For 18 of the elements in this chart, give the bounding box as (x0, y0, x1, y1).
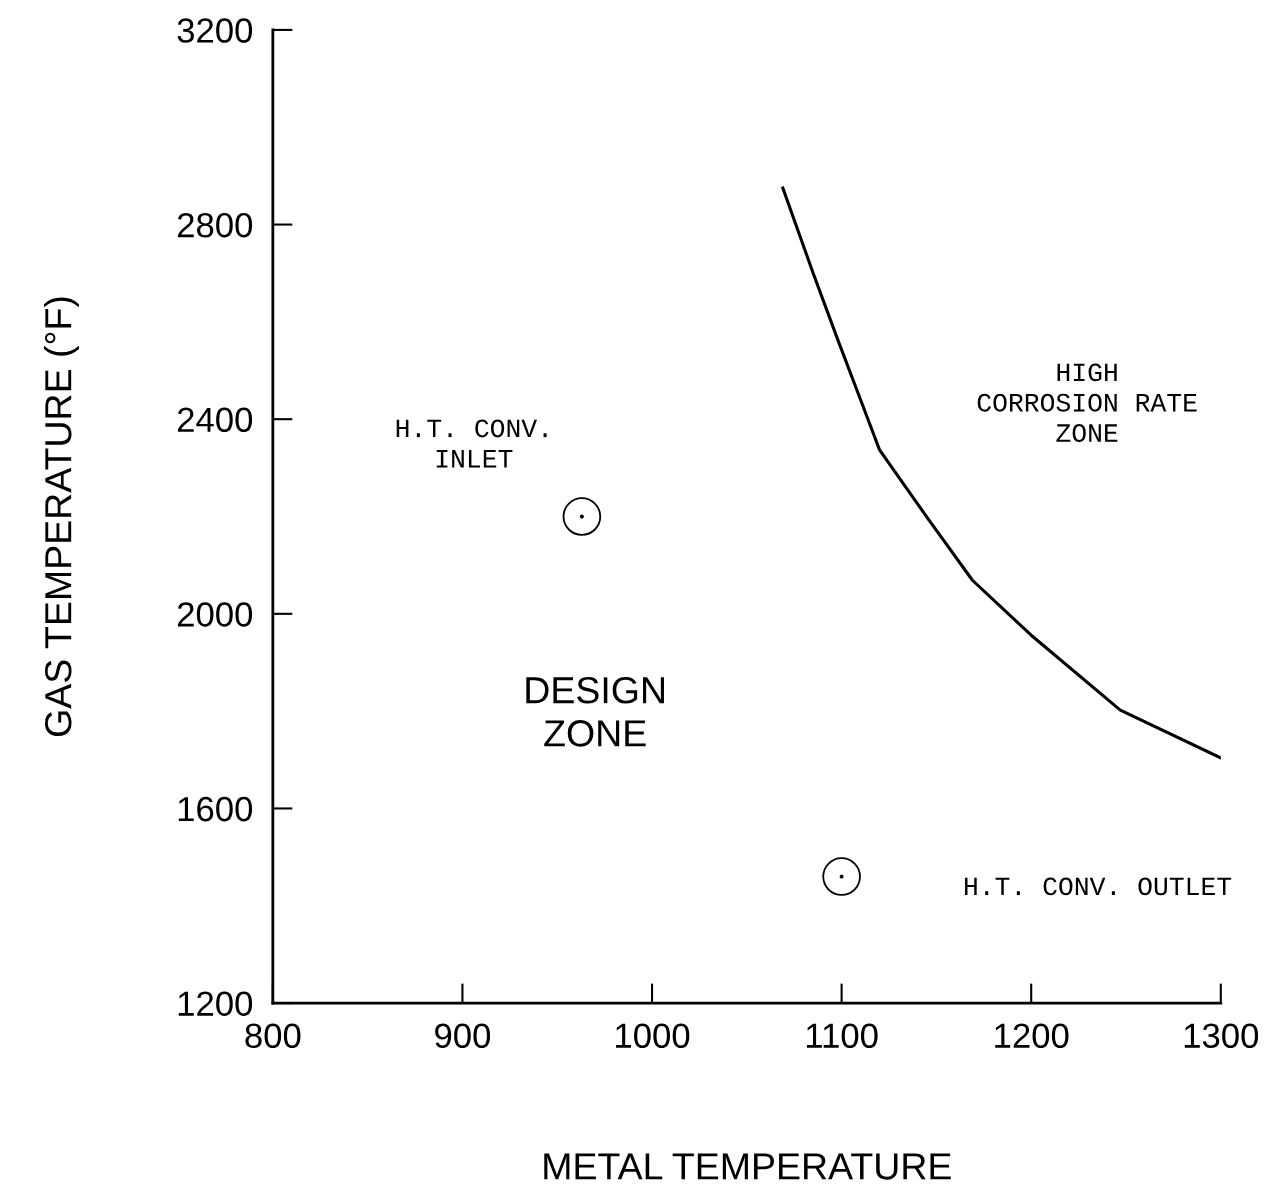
x-tick-label: 1300 (1184, 1023, 1259, 1049)
x-tick-label: 900 (435, 1023, 491, 1049)
x-tick-label: 1200 (995, 1023, 1069, 1049)
y-tick-label: 1600 (178, 796, 253, 822)
y-tick-label: 2400 (177, 407, 253, 433)
y-tick-label: 2800 (177, 212, 253, 238)
annotation: H.T. CONV. OUTLET (965, 877, 1232, 896)
annotation: DESIGN ZONE (526, 676, 664, 747)
x-tick-label: 1000 (616, 1023, 690, 1049)
x-axis-title: METAL TEMPERATURE (544, 1153, 951, 1180)
x-tick-label: 1100 (806, 1023, 878, 1049)
y-tick-label: 2000 (177, 602, 253, 627)
x-tick-label: 800 (245, 1023, 301, 1049)
annotation: H.T. CONV. INLET (396, 419, 547, 468)
y-axis-title: GAS TEMPERATURE (°F) (43, 297, 79, 737)
y-tick-label: 3200 (177, 18, 253, 43)
annotation: HIGH CORROSION RATE ZONE (977, 363, 1197, 443)
y-tick-label: 1200 (178, 991, 253, 1017)
